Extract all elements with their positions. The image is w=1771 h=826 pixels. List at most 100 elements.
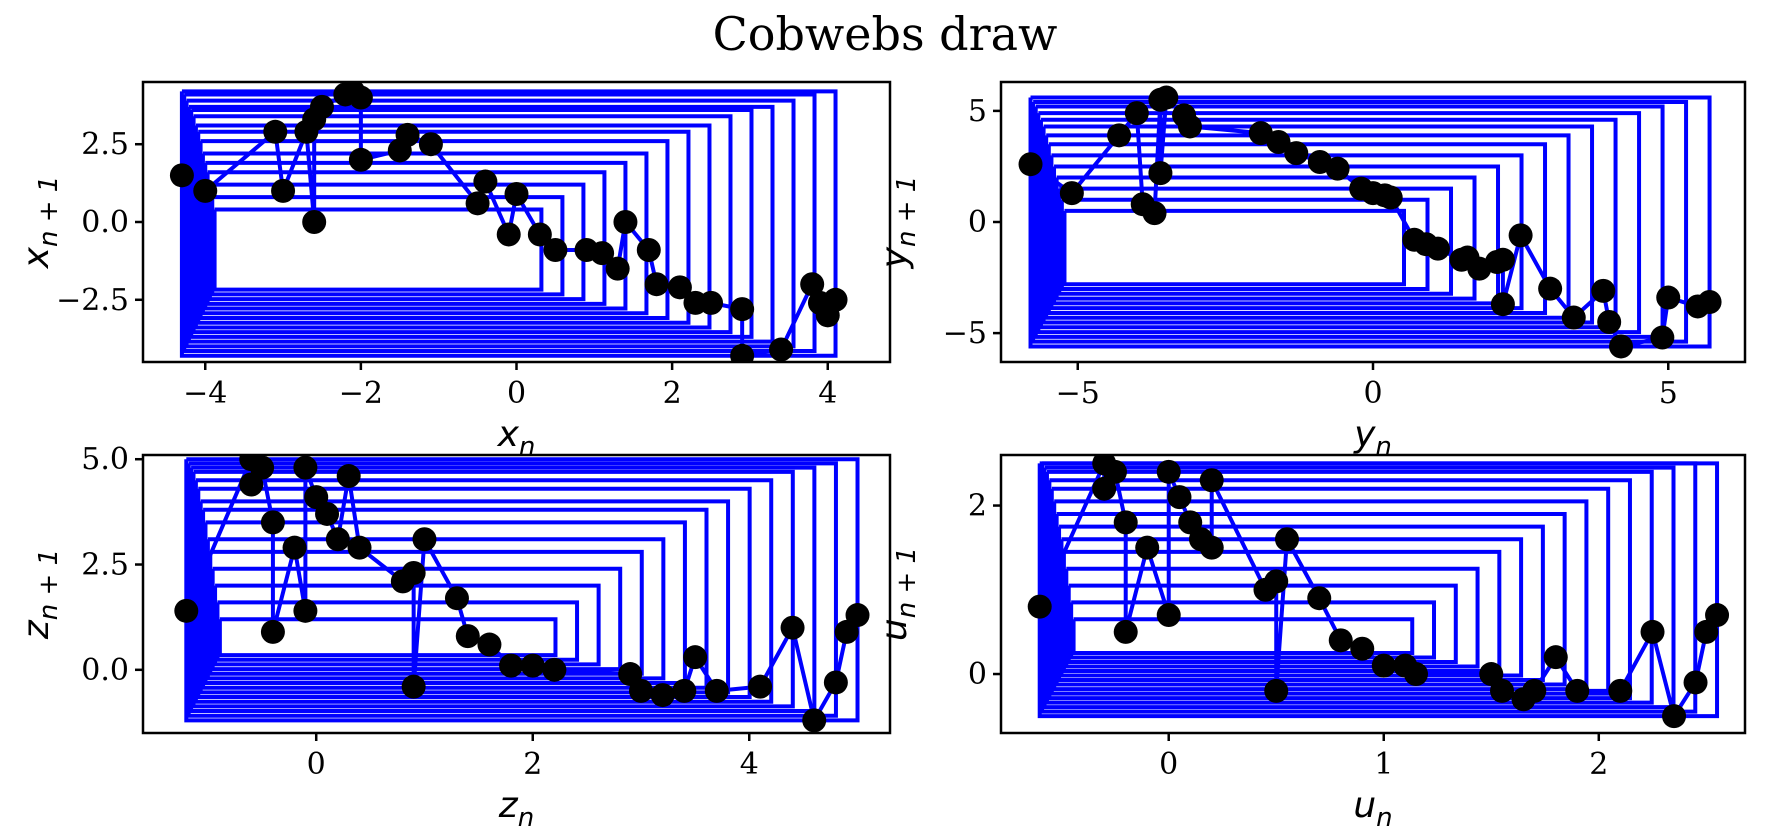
cobweb-segment [196,129,691,325]
cobweb-segment [1041,124,1595,325]
data-point [444,586,469,611]
data-point [769,337,794,362]
data-point [1274,527,1299,552]
cobweb-segment [196,486,752,700]
data-point [263,119,288,144]
y-axis-label-subscript: n + 1 [892,176,922,247]
data-point [1177,114,1202,139]
x-tick-label: 1 [1374,747,1393,782]
axes-frame [999,453,1747,735]
data-point [1508,223,1533,248]
cobweb-segment [207,182,586,302]
cobweb-segment [1064,566,1480,669]
data-point [527,222,552,247]
cobweb-segment [1049,153,1524,311]
data-point [1307,586,1332,611]
cobweb-segment [1028,95,1712,349]
cobweb-segment [191,114,733,335]
y-tick-label: 5 [968,94,987,129]
data-point [1404,662,1429,687]
data-point [1199,535,1224,560]
figure-title: Cobwebs draw [713,7,1058,61]
x-tick-label: −4 [183,376,227,411]
data-point [348,85,373,110]
data-point [282,535,307,560]
cobweb-segment [184,98,796,349]
data-point [650,683,675,708]
data-point [239,472,264,497]
cobweb-lines [179,89,838,359]
iterate-points [169,82,848,362]
data-point [271,178,296,203]
y-axis-label-subscript: n + 1 [34,549,64,620]
data-point [504,182,529,206]
data-point [465,191,490,216]
data-point [293,455,318,480]
data-point [704,678,729,703]
data-point [1597,310,1622,334]
data-point [348,147,373,172]
data-point [1142,201,1167,226]
cobweb-segment [1049,486,1611,696]
data-point [683,645,708,670]
cobweb-segment [212,207,544,292]
iterate-points [1018,85,1722,359]
data-point [1697,290,1722,314]
data-point [672,678,697,703]
data-point [455,624,480,649]
x-axis-label-base: z [498,785,519,826]
data-point [193,178,218,203]
y-tick-label: 2.5 [81,548,129,583]
data-point [418,132,443,157]
data-point [1650,325,1675,350]
data-point [1522,678,1547,703]
data-point [1640,619,1665,644]
data-point [1371,653,1396,678]
x-axis-label-base: u [1353,785,1376,826]
y-tick-label: 0 [968,657,987,692]
cobweb-segment [191,469,795,709]
cobweb-segment [186,461,838,718]
cobweb-segment [184,457,860,723]
y-tick-label: −2.5 [56,283,129,318]
axes-frame [141,453,892,735]
x-tick-label: 0 [1363,376,1382,411]
x-tick-label: 0 [1159,747,1178,782]
data-point [590,241,615,266]
cobweb-segment [217,617,558,658]
data-point [1154,85,1179,110]
data-point [1565,678,1590,703]
data-point [1156,459,1181,484]
x-tick-label: −2 [339,376,383,411]
cobweb-segment [1066,583,1458,664]
cobweb-segment [179,89,838,358]
data-point [613,210,638,234]
data-point [1284,141,1309,166]
y-axis-label-subscript: n + 1 [34,176,64,247]
data-point [800,272,825,297]
cobweb-segment [205,537,666,681]
data-point [823,287,848,312]
data-point [1683,670,1708,695]
x-tick-label: 4 [740,747,759,782]
iterate-points [1027,455,1730,729]
cobweb-segment [210,195,565,297]
data-point [1328,628,1353,653]
data-point [1425,236,1450,261]
data-point [1490,292,1515,317]
data-point [1266,130,1291,154]
data-point [496,222,521,247]
data-point [473,169,498,194]
y-axis-label-base: y [874,246,915,269]
cobweb-segment [1047,478,1632,701]
data-point [1264,678,1289,703]
data-point [260,510,285,535]
cobweb-segment [189,108,754,339]
y-axis-label: xn + 1 [16,176,64,270]
data-point [1148,161,1173,186]
cobweb-segment [1046,142,1548,315]
data-point [1543,645,1568,670]
x-tick-label: 0 [507,376,526,411]
cobweb-segment [182,92,817,354]
